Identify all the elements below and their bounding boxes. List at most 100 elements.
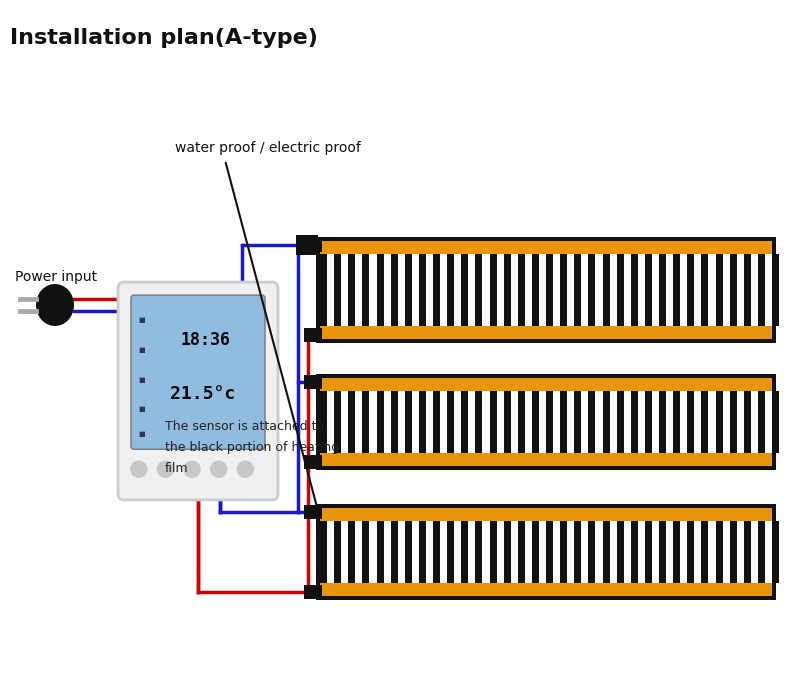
Bar xyxy=(525,521,532,583)
Bar xyxy=(666,254,673,326)
Bar xyxy=(666,391,673,453)
Text: Installation plan(A-type): Installation plan(A-type) xyxy=(10,28,318,48)
Bar xyxy=(468,254,475,326)
Bar xyxy=(304,375,322,389)
Bar xyxy=(546,391,553,453)
Bar xyxy=(518,391,525,453)
Bar xyxy=(468,521,475,583)
Bar xyxy=(490,254,497,326)
Bar xyxy=(694,521,702,583)
Bar xyxy=(362,254,370,326)
Bar xyxy=(355,521,362,583)
Bar xyxy=(737,391,744,453)
Bar xyxy=(412,391,419,453)
Bar xyxy=(702,391,709,453)
Bar xyxy=(320,241,772,254)
Bar xyxy=(320,521,772,583)
Bar xyxy=(383,391,390,453)
Text: ■: ■ xyxy=(138,406,146,412)
Bar xyxy=(772,521,779,583)
Bar xyxy=(765,391,772,453)
Bar xyxy=(482,521,490,583)
Bar xyxy=(652,521,659,583)
Bar xyxy=(751,254,758,326)
Bar xyxy=(588,391,595,453)
Bar xyxy=(709,254,715,326)
Circle shape xyxy=(238,461,254,477)
Bar xyxy=(532,391,539,453)
Bar xyxy=(334,521,341,583)
Bar xyxy=(320,508,772,521)
Bar xyxy=(610,521,617,583)
Bar xyxy=(462,254,468,326)
Bar xyxy=(687,391,694,453)
Bar xyxy=(454,254,462,326)
Bar xyxy=(659,254,666,326)
Bar xyxy=(383,254,390,326)
Bar xyxy=(582,391,588,453)
Bar xyxy=(490,391,497,453)
Bar xyxy=(447,391,454,453)
Bar xyxy=(680,254,687,326)
Bar xyxy=(744,521,751,583)
Bar xyxy=(560,391,567,453)
Bar xyxy=(433,521,440,583)
Bar xyxy=(673,391,680,453)
Bar xyxy=(341,521,348,583)
Bar xyxy=(595,391,602,453)
Bar xyxy=(510,391,518,453)
Bar xyxy=(638,254,645,326)
Bar xyxy=(715,391,722,453)
Bar xyxy=(320,453,772,466)
Bar xyxy=(702,254,709,326)
Bar xyxy=(304,505,322,519)
Bar xyxy=(316,374,776,470)
Bar xyxy=(630,521,638,583)
Bar xyxy=(645,521,652,583)
Bar xyxy=(440,254,447,326)
Bar xyxy=(744,391,751,453)
Bar xyxy=(320,254,772,326)
Bar xyxy=(398,521,405,583)
Bar xyxy=(497,521,504,583)
Text: ■: ■ xyxy=(138,431,146,438)
Bar xyxy=(553,391,560,453)
Bar xyxy=(702,521,709,583)
Bar xyxy=(659,521,666,583)
Bar xyxy=(610,391,617,453)
Bar xyxy=(426,391,433,453)
Bar xyxy=(490,521,497,583)
Bar xyxy=(715,521,722,583)
Bar xyxy=(348,254,355,326)
Bar xyxy=(680,521,687,583)
Text: 18:36: 18:36 xyxy=(181,331,231,348)
Bar xyxy=(482,254,490,326)
Bar xyxy=(574,254,582,326)
Bar xyxy=(560,521,567,583)
Bar xyxy=(475,254,482,326)
Bar xyxy=(377,521,383,583)
Bar xyxy=(518,521,525,583)
Bar xyxy=(304,455,322,469)
Bar xyxy=(645,391,652,453)
Bar xyxy=(630,254,638,326)
Bar xyxy=(304,328,322,342)
Bar xyxy=(737,254,744,326)
Bar xyxy=(751,521,758,583)
Circle shape xyxy=(184,461,200,477)
Bar xyxy=(320,521,327,583)
Bar xyxy=(316,504,776,600)
Bar xyxy=(475,391,482,453)
Bar xyxy=(518,254,525,326)
Bar xyxy=(320,583,772,596)
Bar xyxy=(595,521,602,583)
Bar xyxy=(638,391,645,453)
Bar xyxy=(567,391,574,453)
Bar xyxy=(334,254,341,326)
Text: water proof / electric proof: water proof / electric proof xyxy=(175,141,361,155)
Bar xyxy=(419,391,426,453)
Bar xyxy=(532,254,539,326)
Bar xyxy=(553,521,560,583)
Bar xyxy=(377,391,383,453)
Bar xyxy=(687,254,694,326)
